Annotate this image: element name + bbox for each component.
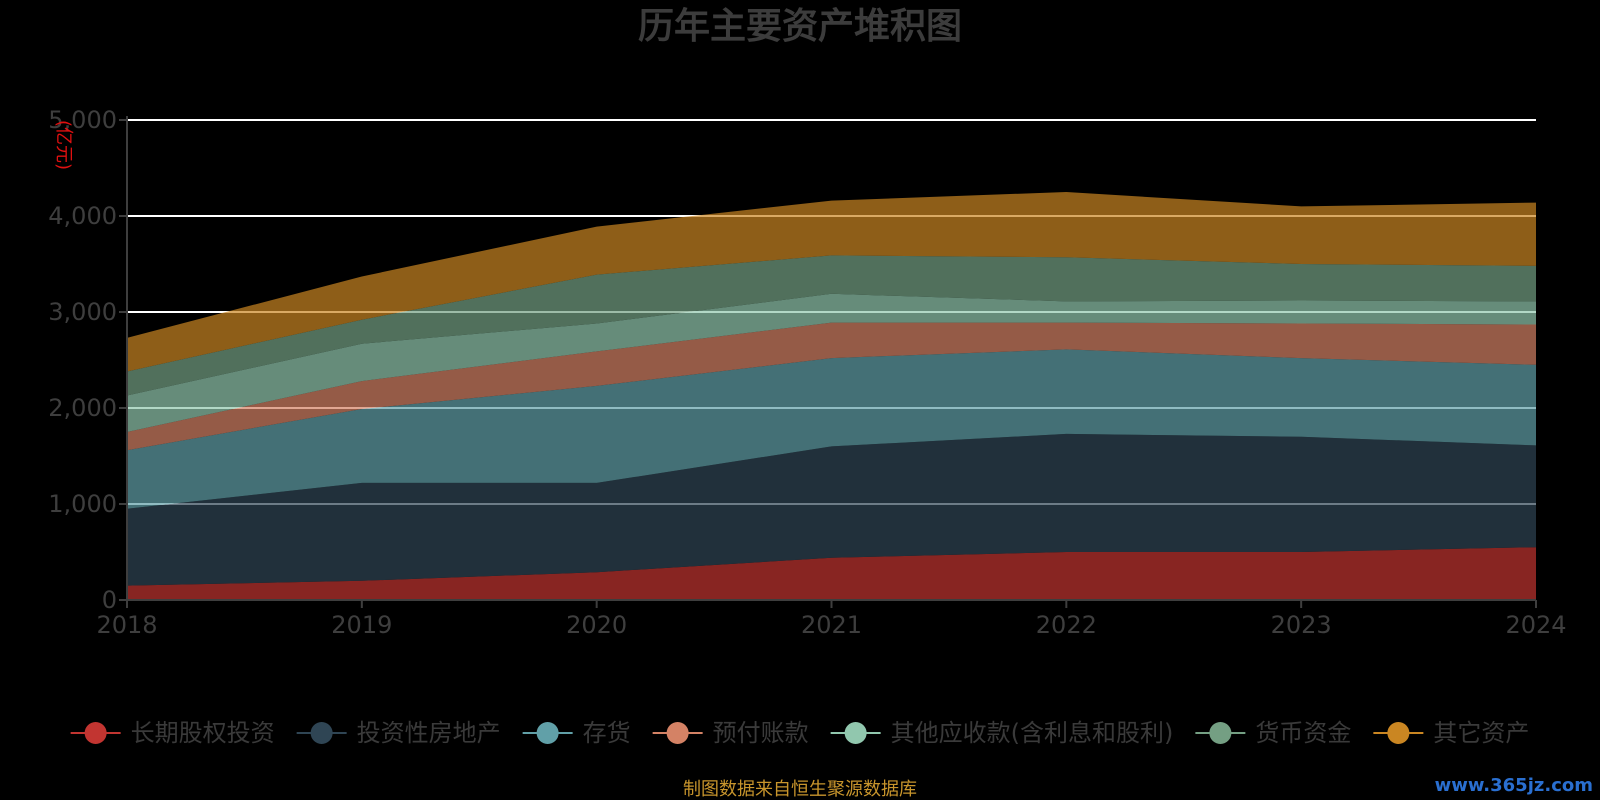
legend[interactable]: 长期股权投资 投资性房地产 存货 预付账款 其他应收款(含利息和股利) 货币资金 其它资产 <box>70 719 1530 747</box>
legend-item-3[interactable]: 预付账款 <box>652 719 809 747</box>
legend-label: 其它资产 <box>1433 719 1529 747</box>
x-tick-label: 2022 <box>1036 611 1097 639</box>
y-tick-label: 5,000 <box>48 106 117 134</box>
legend-marker <box>844 722 867 744</box>
legend-label: 预付账款 <box>713 719 809 747</box>
legend-label: 存货 <box>583 719 631 747</box>
legend-label: 其他应收款(含利息和股利) <box>891 719 1174 747</box>
legend-marker <box>666 722 689 744</box>
x-tick-label: 2020 <box>566 611 627 639</box>
area-series-5 <box>127 255 1536 396</box>
x-tick-label: 2021 <box>801 611 862 639</box>
area-series-0 <box>127 547 1536 600</box>
legend-item-0[interactable]: 长期股权投资 <box>70 719 275 747</box>
y-tick-label: 1,000 <box>48 490 117 518</box>
series-areas <box>127 192 1536 600</box>
x-tick-label: 2018 <box>96 611 157 639</box>
legend-item-1[interactable]: 投资性房地产 <box>296 719 501 747</box>
area-series-3 <box>127 322 1536 451</box>
data-source-note: 制图数据来自恒生聚源数据库 <box>683 779 917 800</box>
legend-marker <box>536 722 559 744</box>
y-unit-label: (亿元) <box>53 120 74 170</box>
x-tick-label: 2024 <box>1505 611 1566 639</box>
legend-marker <box>1387 722 1410 744</box>
y-tick-label: 0 <box>102 586 117 614</box>
legend-marker <box>1209 722 1232 744</box>
x-tick-label: 2023 <box>1271 611 1332 639</box>
area-series-1 <box>127 433 1536 586</box>
legend-label: 长期股权投资 <box>131 719 275 747</box>
legend-marker <box>84 722 107 744</box>
legend-marker <box>310 722 333 744</box>
legend-label: 投资性房地产 <box>357 719 501 747</box>
y-tick-label: 3,000 <box>48 298 117 326</box>
legend-item-5[interactable]: 货币资金 <box>1195 719 1351 747</box>
x-tick-label: 2019 <box>331 611 392 639</box>
y-tick-label: 4,000 <box>48 202 117 230</box>
y-tick-label: 2,000 <box>48 394 117 422</box>
legend-item-6[interactable]: 其它资产 <box>1373 719 1529 747</box>
legend-item-2[interactable]: 存货 <box>522 719 631 747</box>
chart-title: 历年主要资产堆积图 <box>638 6 962 47</box>
axes: 0 1,000 2,000 3,000 4,000 5,000 2018 2019 2020 20… <box>48 106 1566 639</box>
area-series-4 <box>127 293 1536 432</box>
watermark: www.365jz.com <box>1435 775 1593 796</box>
area-series-2 <box>127 349 1536 509</box>
area-series-6 <box>127 192 1536 372</box>
legend-item-4[interactable]: 其他应收款(含利息和股利) <box>830 719 1174 747</box>
legend-label: 货币资金 <box>1255 719 1351 747</box>
